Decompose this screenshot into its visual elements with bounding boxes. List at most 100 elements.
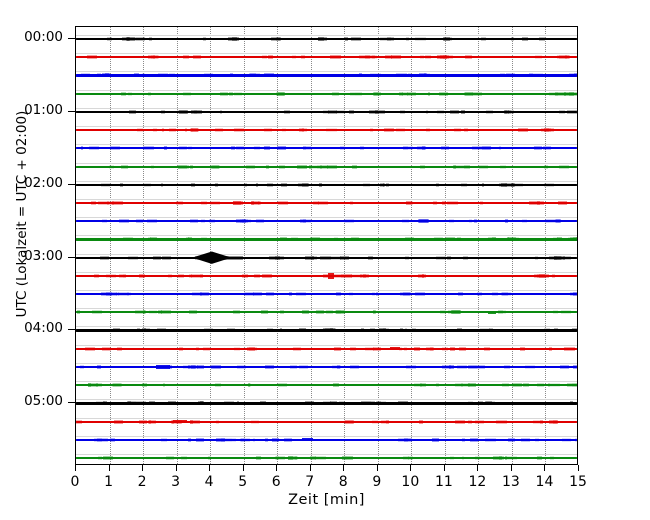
trace-noise	[507, 237, 510, 242]
trace-noise	[549, 255, 557, 260]
trace-baseline	[76, 326, 577, 328]
trace-noise	[127, 255, 138, 260]
trace-noise	[557, 237, 563, 242]
trace-noise	[243, 292, 254, 297]
trace-noise	[102, 401, 108, 406]
trace-noise	[289, 292, 292, 297]
trace-noise	[265, 437, 269, 442]
trace-noise	[424, 73, 428, 78]
trace-noise	[157, 310, 162, 315]
trace-noise	[302, 146, 311, 151]
trace-noise	[352, 164, 357, 169]
trace-noise	[564, 55, 570, 60]
trace-noise	[98, 200, 109, 205]
trace-noise	[402, 455, 410, 460]
trace-noise	[537, 455, 542, 460]
trace-noise	[250, 73, 261, 78]
trace-noise	[554, 255, 565, 260]
trace-noise	[460, 109, 465, 114]
trace-noise	[340, 146, 346, 151]
trace-noise	[317, 37, 325, 41]
trace-noise	[467, 401, 474, 406]
trace-noise	[464, 128, 468, 133]
trace-noise	[499, 73, 505, 78]
trace-noise	[107, 37, 113, 41]
trace-noise	[506, 455, 517, 460]
trace-noise	[504, 364, 510, 369]
trace-noise	[441, 364, 451, 369]
trace-noise	[559, 364, 570, 369]
trace-noise	[572, 237, 577, 242]
trace-noise	[326, 164, 338, 169]
trace-noise	[446, 255, 451, 260]
trace-noise	[350, 91, 356, 96]
trace-noise	[114, 419, 123, 424]
x-axis-label: Zeit [min]	[288, 492, 365, 508]
x-axis-tick-label: 8	[338, 474, 348, 490]
trace-noise	[191, 182, 195, 187]
trace-noise	[236, 401, 240, 406]
trace-noise	[505, 182, 516, 187]
trace-noise	[543, 328, 551, 333]
trace-noise	[190, 364, 196, 369]
trace-baseline	[76, 435, 577, 437]
trace-noise	[507, 437, 516, 442]
trace-noise	[270, 37, 282, 41]
trace-noise	[471, 91, 482, 96]
x-axis-tick	[309, 465, 311, 471]
trace-noise	[333, 346, 342, 351]
trace-noise	[564, 91, 575, 96]
trace-noise	[190, 273, 200, 278]
trace-noise	[196, 346, 199, 351]
trace-noise	[148, 237, 152, 242]
trace-noise	[187, 364, 195, 369]
trace-noise	[534, 437, 540, 442]
trace-noise	[176, 109, 187, 114]
trace-noise	[185, 128, 188, 133]
trace-noise	[450, 109, 459, 114]
trace-noise	[335, 310, 341, 315]
trace-noise	[457, 237, 461, 242]
y-axis-tick	[68, 329, 75, 331]
trace-noise	[242, 219, 245, 224]
trace-noise	[247, 383, 251, 388]
trace-noise	[189, 128, 194, 133]
trace-noise	[402, 292, 411, 297]
trace-noise	[508, 109, 515, 114]
trace-noise	[266, 164, 269, 169]
trace-noise	[137, 128, 144, 133]
trace-noise	[419, 73, 430, 78]
trace-noise	[548, 346, 553, 351]
echo-event	[156, 365, 170, 369]
trace-noise	[549, 455, 555, 460]
trace-noise	[126, 292, 131, 297]
x-gridline	[444, 27, 446, 464]
trace-noise	[572, 292, 577, 297]
trace-baseline	[76, 399, 577, 401]
x-axis-tick-label: 4	[204, 474, 214, 490]
trace-noise	[135, 37, 145, 41]
trace-noise	[576, 255, 577, 260]
trace-noise	[543, 164, 548, 169]
trace-noise	[554, 91, 566, 96]
trace-noise	[468, 219, 472, 224]
trace-noise	[101, 182, 111, 187]
trace-noise	[80, 146, 84, 151]
trace-noise	[561, 310, 572, 315]
x-gridline	[511, 27, 513, 464]
trace-noise	[548, 419, 558, 424]
trace-noise	[421, 273, 424, 278]
signal-trace	[76, 109, 577, 114]
trace-noise	[556, 219, 560, 224]
trace-noise	[101, 292, 112, 297]
trace-noise	[474, 219, 478, 224]
trace-noise	[315, 455, 326, 460]
trace-noise	[303, 219, 312, 224]
trace-noise	[463, 255, 468, 260]
trace-noise	[228, 37, 238, 41]
trace-baseline	[76, 308, 577, 310]
trace-noise	[554, 328, 558, 333]
trace-noise	[419, 219, 430, 224]
trace-noise	[200, 273, 203, 278]
trace-noise	[550, 383, 560, 388]
